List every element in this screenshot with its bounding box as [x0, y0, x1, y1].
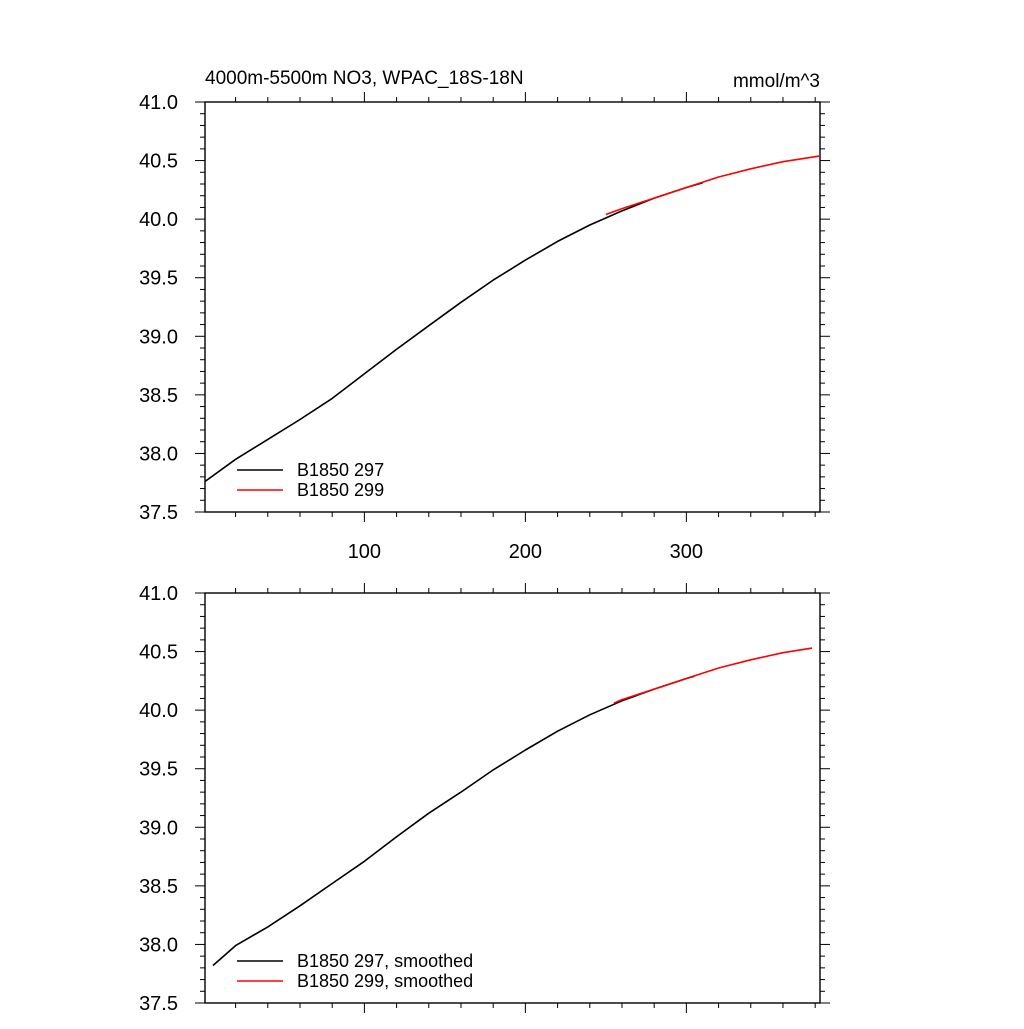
chart-title: 4000m-5500m NO3, WPAC_18S-18N — [205, 68, 524, 89]
x-tick-label: 300 — [670, 541, 703, 563]
legend-label: B1850 299, smoothed — [297, 971, 473, 991]
y-tick-label: 40.0 — [139, 209, 178, 231]
y-tick-label: 39.0 — [139, 326, 178, 348]
series-line-2 — [605, 155, 821, 216]
x-tick-label: 100 — [348, 541, 381, 563]
x-tick-label: 200 — [509, 541, 542, 563]
y-tick-label: 38.5 — [139, 876, 178, 898]
y-tick-label: 40.5 — [139, 642, 178, 664]
y-tick-label: 38.0 — [139, 443, 178, 465]
y-tick-label: 41.0 — [139, 92, 178, 114]
legend-label: B1850 297, smoothed — [297, 951, 473, 971]
legend-label: B1850 299 — [297, 480, 384, 500]
y-tick-label: 40.0 — [139, 700, 178, 722]
series-line-2 — [613, 647, 813, 704]
y-tick-label: 39.5 — [139, 759, 178, 781]
plot-frame — [204, 101, 821, 513]
legend-label: B1850 297 — [297, 460, 384, 480]
y-tick-label: 39.5 — [139, 268, 178, 290]
y-tick-label: 37.5 — [139, 502, 178, 524]
chart-units: mmol/m^3 — [733, 71, 820, 92]
y-tick-label: 38.5 — [139, 385, 178, 407]
series-line-1 — [212, 675, 695, 967]
chart-panel-1: 37.5 38.0 38.5 39.0 39.5 40.0 40.5 41.0 100 200 30… — [139, 92, 830, 563]
series-line-1 — [204, 182, 703, 483]
y-tick-label: 38.0 — [139, 934, 178, 956]
y-tick-label: 40.5 — [139, 151, 178, 173]
y-tick-label: 41.0 — [139, 583, 178, 605]
plot-frame — [204, 592, 821, 1004]
y-tick-label: 37.5 — [139, 993, 178, 1015]
y-tick-label: 39.0 — [139, 817, 178, 839]
chart-panel-2: 37.5 38.0 38.5 39.0 39.5 40.0 40.5 41.0 B1850 29… — [139, 583, 830, 1015]
